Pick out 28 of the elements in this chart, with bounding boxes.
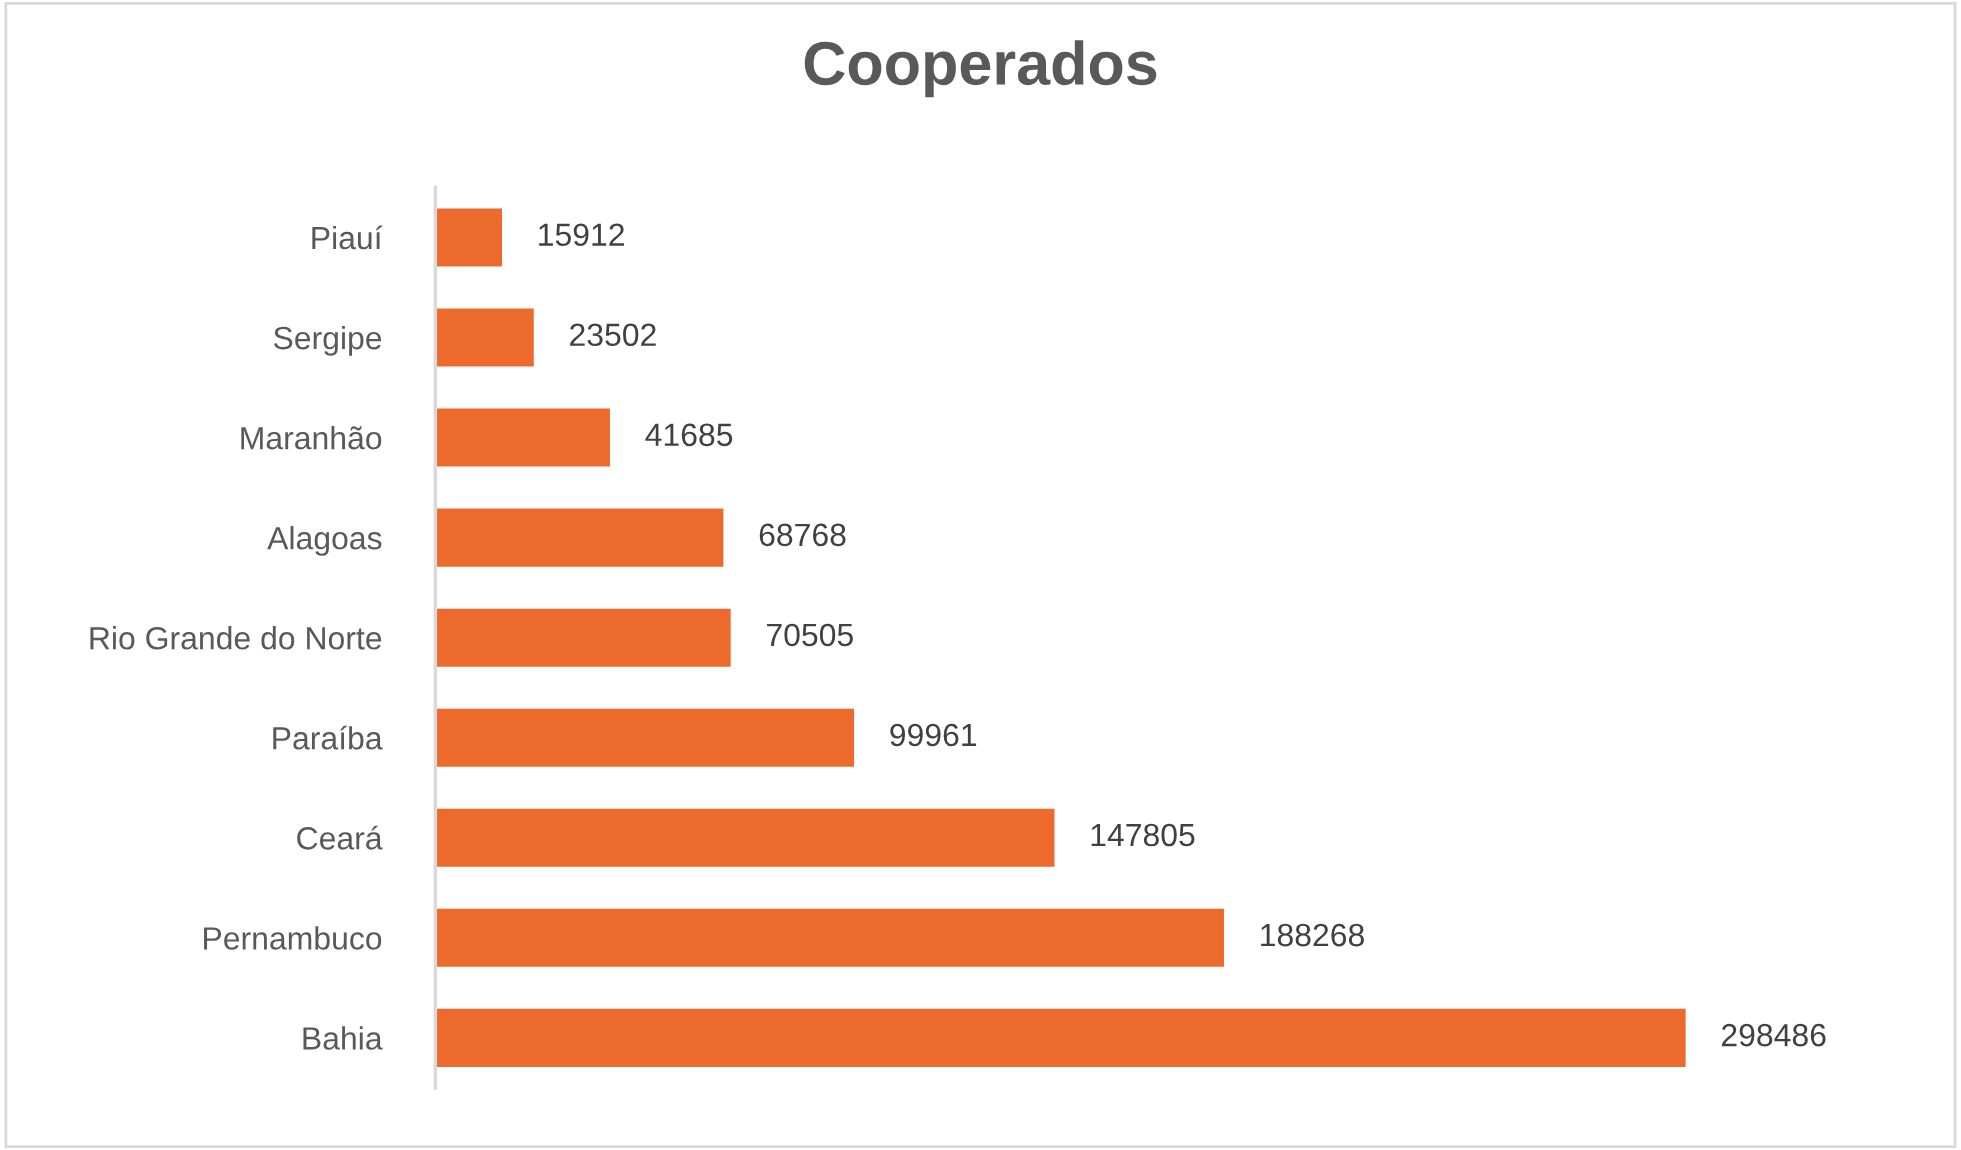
bar: [435, 808, 1055, 867]
data-label: 188268: [1261, 923, 1364, 947]
y-tick-label: Bahia: [303, 1026, 383, 1050]
data-label: 23502: [570, 323, 656, 347]
data-label: 99961: [890, 723, 977, 747]
bar: [435, 208, 502, 267]
chart-title: Cooperados: [804, 40, 1157, 98]
y-tick-label: Sergipe: [273, 325, 382, 356]
y-tick-label: Maranhão: [241, 426, 382, 450]
bar: [435, 608, 731, 667]
bar: [435, 708, 855, 767]
y-tick-label: Paraíba: [273, 725, 383, 750]
y-tick-label: Pernambuco: [204, 926, 382, 950]
bar: [435, 1008, 1686, 1067]
data-label: 298486: [1721, 1023, 1826, 1047]
data-label: 147805: [1091, 823, 1195, 847]
bar: [435, 908, 1224, 967]
bar: [435, 308, 534, 367]
data-label: 70505: [767, 623, 853, 647]
y-tick-label: Ceará: [297, 825, 383, 850]
y-tick-label: Piauí: [312, 225, 383, 250]
bar: [435, 508, 724, 567]
data-label: 68768: [759, 523, 846, 547]
bar: [435, 408, 610, 467]
y-tick-label: Alagoas: [267, 526, 382, 556]
data-label: 15912: [539, 223, 624, 247]
y-tick-label: Rio Grande do Norte: [90, 626, 382, 650]
data-label: 41685: [645, 423, 733, 447]
